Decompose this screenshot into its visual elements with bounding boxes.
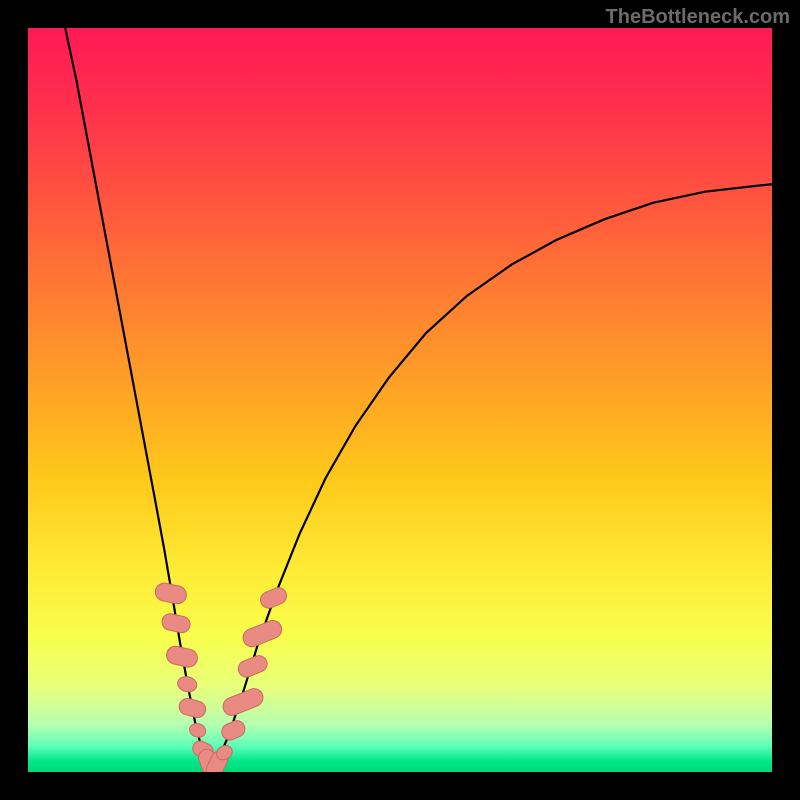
plot-area xyxy=(28,28,772,772)
watermark-text: TheBottleneck.com xyxy=(606,6,790,29)
chart-svg xyxy=(28,28,772,772)
gradient-background xyxy=(28,28,772,772)
chart-frame xyxy=(28,28,772,772)
